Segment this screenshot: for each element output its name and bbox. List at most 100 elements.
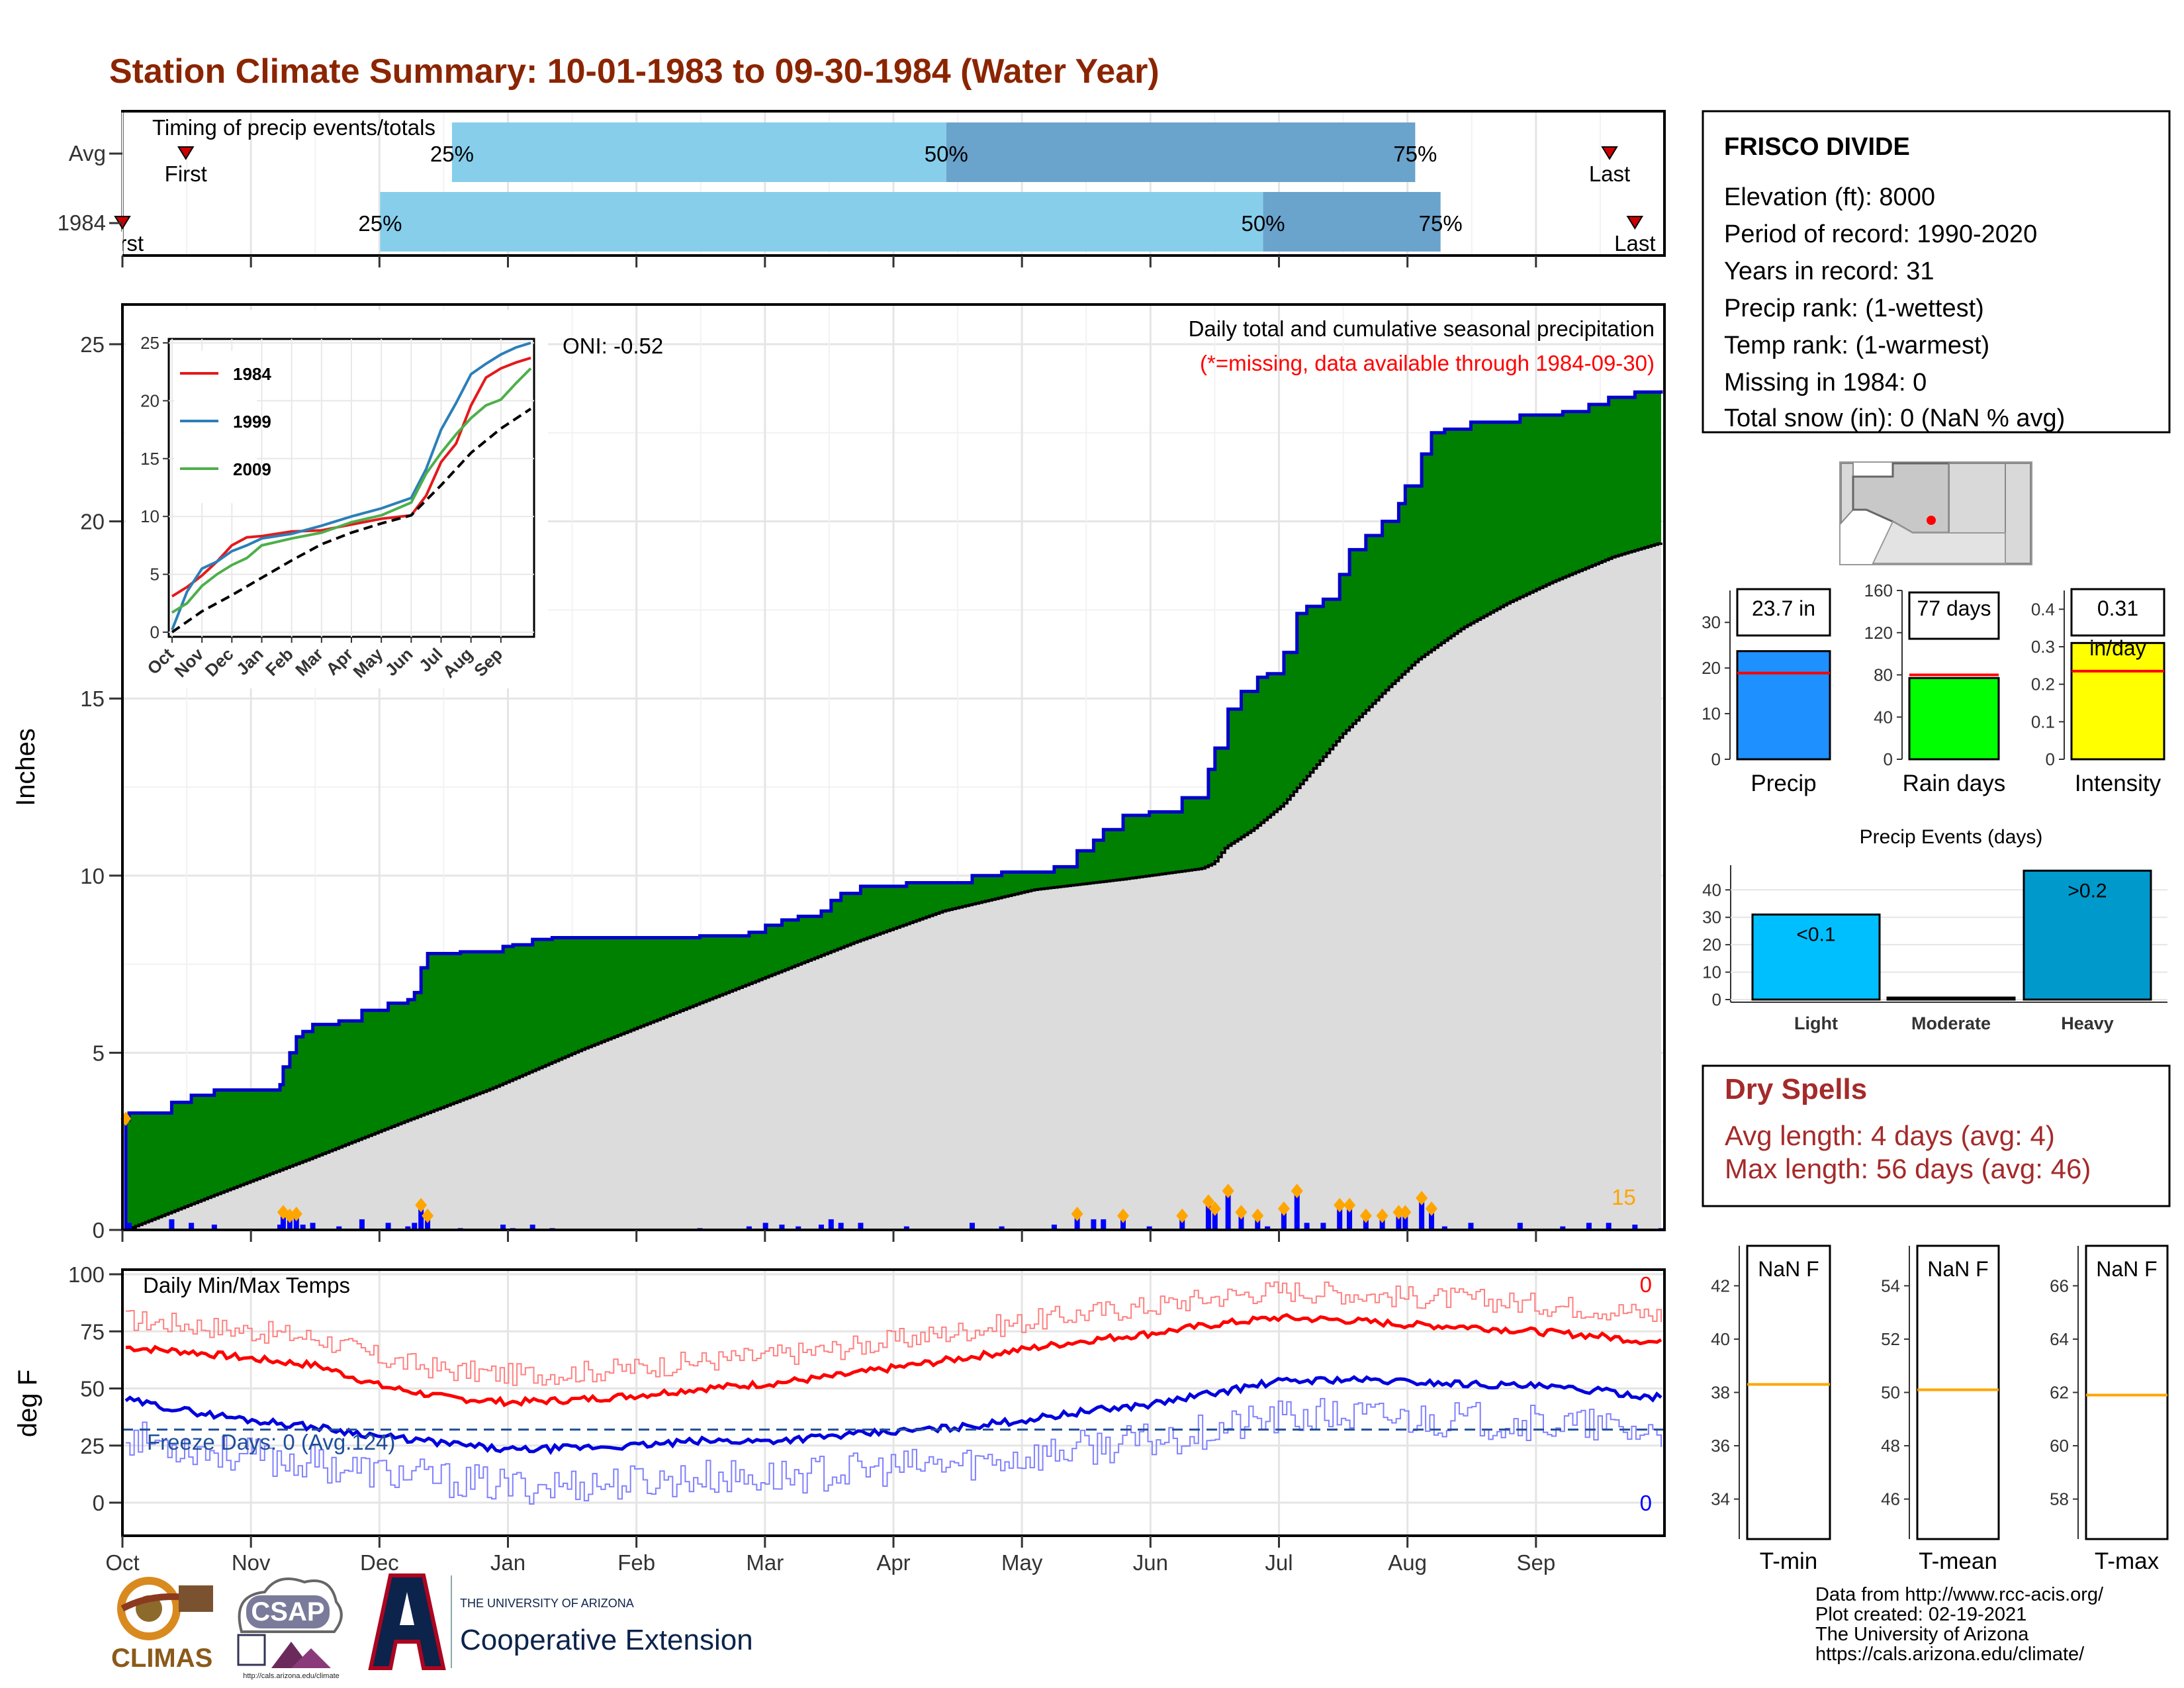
daily-precip-bar (500, 1224, 506, 1230)
temp-ylabel: deg F (13, 1370, 42, 1437)
daily-precip-bar (1101, 1219, 1107, 1230)
mini-y-tick-label: 80 (1874, 665, 1893, 685)
y-tick-label: 5 (93, 1041, 105, 1065)
daily-precip-marker (1202, 1194, 1214, 1209)
precip-events-chart: Precip Events (days) 0 10 20 30 40 <0.1 Light M… (1701, 826, 2171, 1046)
tmin-box-frame (1746, 1244, 1831, 1540)
inset-legend-label: 2009 (233, 459, 271, 479)
mini-y-tick-label: 10 (1702, 704, 1721, 724)
daily-precip-bar (189, 1223, 195, 1230)
temp-box-y-tick-label: 42 (1711, 1276, 1730, 1295)
daily-precip-marker (1376, 1208, 1388, 1223)
daily-precip-bar (359, 1219, 365, 1230)
precip-total-value: 23.7 in (1752, 596, 1815, 620)
daily-precip-bar (1402, 1212, 1408, 1230)
rain-days-label: Rain days (1903, 771, 2006, 796)
average-line (126, 542, 1662, 1231)
daily-precip-bar (1468, 1223, 1474, 1230)
dry-spells-title: Dry Spells (1725, 1073, 1867, 1105)
station-line: Elevation (ft): 8000 (1724, 183, 1935, 211)
y-tick-label: 25 (80, 1434, 105, 1458)
temp-box-y-tick-label: 54 (1881, 1276, 1900, 1295)
freeze-label: Freeze Days: 0 (Avg.124) (147, 1430, 395, 1454)
temp-summary-boxes: 34 36 38 40 42 NaN F T-min 46 48 50 52 54 NaN F T-mea… (1711, 1244, 2169, 1574)
daily-precip-marker (415, 1197, 428, 1213)
daily-precip-bar (828, 1219, 834, 1230)
precip-title: Daily total and cumulative seasonal prec… (1189, 316, 1655, 341)
daily-precip-bar (762, 1223, 768, 1230)
temp-box-y-tick-label: 62 (2050, 1383, 2069, 1403)
inset-y-tick-label: 0 (150, 622, 159, 642)
daily-precip-bar (1428, 1208, 1434, 1230)
events-title: Precip Events (days) (1860, 826, 2043, 848)
daily-precip-bar (838, 1223, 844, 1230)
y-tick-label: 75 (80, 1319, 105, 1344)
inset-series-Avg (171, 407, 532, 633)
y-tick-label: 100 (68, 1262, 105, 1287)
events-bar-light (1751, 914, 1881, 1001)
csap-logo-text: CSAP (251, 1597, 324, 1626)
events-bar-label: <0.1 (1796, 924, 1835, 946)
x-tick-label: May (1001, 1550, 1043, 1575)
temp-box-y-tick-label: 60 (2050, 1436, 2069, 1456)
daily-precip-marker (1416, 1190, 1428, 1205)
y-tick-label: 0 (93, 1218, 105, 1243)
y-tick-label: 15 (80, 686, 105, 711)
tmax-count: 0 (1640, 1272, 1652, 1297)
x-tick-label: Nov (232, 1550, 271, 1575)
intensity-value: 0.31 (2097, 596, 2138, 620)
precip-total-label: Precip (1751, 771, 1816, 796)
summary-bars: 0 10 20 30 23.7 in Precip 0 40 80 120 160 77 days Ra… (1702, 581, 2165, 796)
locator-map (1839, 461, 2032, 565)
rain-days-bar (1908, 677, 2000, 761)
mini-y-tick-label: 0.2 (2031, 675, 2055, 694)
tmin-count: 0 (1640, 1491, 1652, 1515)
events-x-label: Moderate (1911, 1013, 1991, 1033)
y-tick-label: 50 (80, 1377, 105, 1401)
station-marker (1927, 516, 1936, 525)
tmean-box-label: T-mean (1919, 1548, 1997, 1574)
footer-line: Data from http://www.rcc-acis.org/ (1815, 1584, 2104, 1605)
daily-precip-bar (1632, 1224, 1638, 1230)
daily-precip-bar (1517, 1223, 1523, 1230)
daily-precip-marker (1117, 1208, 1130, 1223)
average-area (126, 542, 1661, 1231)
climas-logo: CLIMAS (111, 1577, 213, 1673)
y-tick-label: 10 (80, 864, 105, 888)
daily-precip-bar (1205, 1201, 1211, 1230)
events-y-tick-label: 30 (1702, 908, 1721, 927)
daily-precip-bar (1281, 1208, 1287, 1230)
daily-precip-bar (796, 1226, 801, 1230)
timing-bar-50-75 (946, 122, 1416, 182)
daily-precip-bar (1560, 1226, 1566, 1230)
events-x-label: Heavy (2061, 1013, 2114, 1033)
timing-label-avg: Avg (69, 141, 106, 165)
events-x-label: Light (1794, 1013, 1838, 1033)
station-line: Temp rank: (1-warmest) (1724, 332, 1989, 359)
daily-precip-bar (1294, 1191, 1300, 1230)
above-average-area (126, 390, 1661, 1230)
daily-precip-bar (818, 1224, 824, 1230)
daily-precip-marker (1251, 1208, 1264, 1223)
month-axis: Oct Nov Dec Jan Feb Mar Apr May Jun Jul Aug Sep (105, 256, 1555, 1575)
timing-label-1984: 1984 (58, 211, 106, 235)
temp-box-y-tick-label: 64 (2050, 1329, 2069, 1349)
tmax-avg-line (125, 1313, 1662, 1407)
inset-legend-label: 1984 (233, 364, 271, 384)
daily-precip-bar (969, 1223, 975, 1230)
tmax-daily-line (126, 1281, 1662, 1386)
inset-y-tick-label: 25 (140, 333, 159, 353)
precip-total-label-box (1736, 588, 1831, 637)
y-tick-label: 25 (80, 332, 105, 357)
daily-precip-bar (277, 1224, 283, 1230)
x-tick-label: Sep (1516, 1550, 1555, 1575)
temp-box-y-tick-label: 46 (1881, 1489, 1900, 1509)
tmin-daily-line (126, 1397, 1662, 1505)
cumulative-line (126, 390, 1663, 1122)
daily-precip-marker (1392, 1205, 1405, 1220)
daily-precip-bar (1586, 1223, 1592, 1230)
last-marker (1626, 216, 1644, 230)
timing-bar-50-75 (1263, 192, 1441, 252)
mask (66, 232, 122, 258)
